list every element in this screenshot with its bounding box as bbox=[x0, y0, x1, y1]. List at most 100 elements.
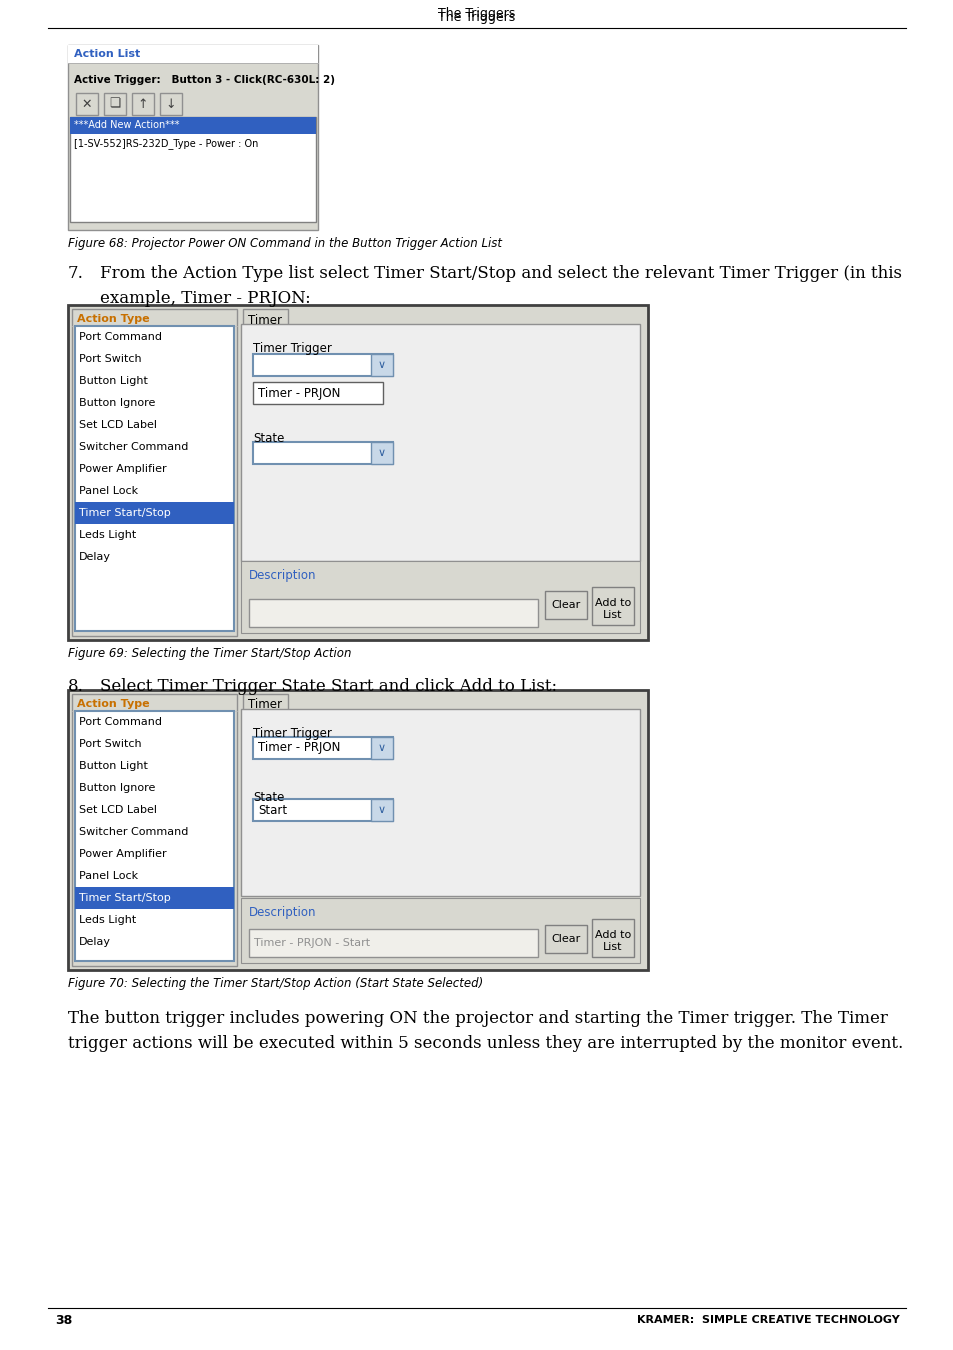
Text: trigger actions will be executed within 5 seconds unless they are interrupted by: trigger actions will be executed within … bbox=[68, 1035, 902, 1052]
Text: Add to: Add to bbox=[595, 598, 631, 608]
Text: [1-SV-552]RS-232D_Type - Power : On: [1-SV-552]RS-232D_Type - Power : On bbox=[74, 139, 258, 150]
Text: Timer - PRJON - Start: Timer - PRJON - Start bbox=[253, 938, 370, 948]
Text: Clear: Clear bbox=[551, 599, 580, 610]
Text: Figure 68: Projector Power ON Command in the Button Trigger Action List: Figure 68: Projector Power ON Command in… bbox=[68, 238, 501, 250]
Text: Panel Lock: Panel Lock bbox=[79, 486, 138, 495]
Text: 7.: 7. bbox=[68, 265, 84, 282]
Bar bbox=[371, 799, 393, 821]
Text: Timer: Timer bbox=[248, 313, 282, 327]
Bar bbox=[241, 562, 639, 633]
Text: Figure 70: Selecting the Timer Start/Stop Action (Start State Selected): Figure 70: Selecting the Timer Start/Sto… bbox=[68, 977, 483, 990]
Text: Timer - PRJON: Timer - PRJON bbox=[257, 386, 340, 400]
Bar bbox=[249, 599, 537, 626]
Bar bbox=[371, 354, 393, 377]
Bar bbox=[253, 441, 393, 464]
Bar bbox=[70, 117, 315, 221]
Text: From the Action Type list select Timer Start/Stop and select the relevant Timer : From the Action Type list select Timer S… bbox=[100, 265, 901, 282]
Text: Delay: Delay bbox=[79, 937, 111, 946]
Bar bbox=[243, 694, 288, 716]
Bar bbox=[76, 93, 98, 115]
Text: Port Switch: Port Switch bbox=[79, 738, 141, 749]
Text: ∨: ∨ bbox=[377, 743, 386, 753]
Text: Button Ignore: Button Ignore bbox=[79, 783, 155, 792]
Text: Action Type: Action Type bbox=[77, 315, 150, 324]
Text: Power Amplifier: Power Amplifier bbox=[79, 849, 167, 859]
Bar bbox=[544, 925, 586, 953]
Text: Leds Light: Leds Light bbox=[79, 915, 136, 925]
Text: Timer Trigger: Timer Trigger bbox=[253, 342, 332, 355]
Bar bbox=[592, 587, 634, 625]
Bar bbox=[71, 694, 236, 967]
Text: ❏: ❏ bbox=[110, 97, 120, 111]
Bar bbox=[75, 887, 233, 909]
Bar bbox=[71, 309, 236, 636]
Bar bbox=[253, 354, 393, 377]
Text: The button trigger includes powering ON the projector and starting the Timer tri: The button trigger includes powering ON … bbox=[68, 1010, 887, 1027]
Bar bbox=[132, 93, 153, 115]
Text: State: State bbox=[253, 791, 284, 805]
Bar bbox=[371, 737, 393, 759]
Text: Button Ignore: Button Ignore bbox=[79, 398, 155, 408]
Text: Set LCD Label: Set LCD Label bbox=[79, 420, 157, 431]
Bar bbox=[160, 93, 182, 115]
Text: List: List bbox=[602, 610, 622, 620]
Text: Timer Trigger: Timer Trigger bbox=[253, 728, 332, 740]
Bar bbox=[241, 709, 639, 896]
Text: The Triggers: The Triggers bbox=[438, 8, 515, 20]
Text: Button Light: Button Light bbox=[79, 377, 148, 386]
Text: Panel Lock: Panel Lock bbox=[79, 871, 138, 882]
Text: Timer Start/Stop: Timer Start/Stop bbox=[79, 508, 171, 518]
Text: Delay: Delay bbox=[79, 552, 111, 562]
Text: Action Type: Action Type bbox=[77, 699, 150, 709]
Text: KRAMER:  SIMPLE CREATIVE TECHNOLOGY: KRAMER: SIMPLE CREATIVE TECHNOLOGY bbox=[637, 1315, 899, 1324]
Text: ✕: ✕ bbox=[82, 97, 92, 111]
Text: Figure 69: Selecting the Timer Start/Stop Action: Figure 69: Selecting the Timer Start/Sto… bbox=[68, 647, 351, 660]
Bar bbox=[75, 325, 233, 630]
Text: The Triggers: The Triggers bbox=[438, 11, 515, 23]
Text: Timer Start/Stop: Timer Start/Stop bbox=[79, 892, 171, 903]
Bar bbox=[249, 929, 537, 957]
Text: Description: Description bbox=[249, 906, 316, 919]
Text: Power Amplifier: Power Amplifier bbox=[79, 464, 167, 474]
Text: example, Timer - PRJON:: example, Timer - PRJON: bbox=[100, 290, 311, 306]
Text: Leds Light: Leds Light bbox=[79, 531, 136, 540]
Text: Port Command: Port Command bbox=[79, 717, 162, 728]
Text: ∨: ∨ bbox=[377, 360, 386, 370]
Text: Action List: Action List bbox=[74, 49, 140, 59]
Bar bbox=[253, 799, 393, 821]
Text: Timer - PRJON: Timer - PRJON bbox=[257, 741, 340, 755]
Bar bbox=[253, 382, 382, 404]
Bar bbox=[104, 93, 126, 115]
Bar bbox=[241, 324, 639, 562]
Bar bbox=[243, 309, 288, 331]
Text: ↑: ↑ bbox=[137, 97, 148, 111]
Bar bbox=[371, 441, 393, 464]
Bar bbox=[68, 690, 647, 971]
Bar bbox=[241, 898, 639, 963]
Bar bbox=[253, 737, 393, 759]
Bar bbox=[592, 919, 634, 957]
Bar bbox=[68, 305, 647, 640]
Text: Port Switch: Port Switch bbox=[79, 354, 141, 364]
Text: ∨: ∨ bbox=[377, 805, 386, 815]
Text: 8.: 8. bbox=[68, 678, 84, 695]
Text: State: State bbox=[253, 432, 284, 446]
Text: ↓: ↓ bbox=[166, 97, 176, 111]
Text: Select Timer Trigger State Start and click Add to List:: Select Timer Trigger State Start and cli… bbox=[100, 678, 557, 695]
Text: Description: Description bbox=[249, 568, 316, 582]
Text: Clear: Clear bbox=[551, 934, 580, 944]
Text: Switcher Command: Switcher Command bbox=[79, 441, 188, 452]
Text: Switcher Command: Switcher Command bbox=[79, 828, 188, 837]
Text: Port Command: Port Command bbox=[79, 332, 162, 342]
Text: Start: Start bbox=[257, 803, 287, 817]
Bar bbox=[544, 591, 586, 620]
Bar bbox=[68, 45, 317, 63]
Bar bbox=[68, 45, 317, 230]
Text: 38: 38 bbox=[55, 1314, 72, 1327]
Text: List: List bbox=[602, 942, 622, 952]
Text: Add to: Add to bbox=[595, 930, 631, 940]
Text: Set LCD Label: Set LCD Label bbox=[79, 805, 157, 815]
Bar bbox=[70, 117, 315, 134]
Text: Button Light: Button Light bbox=[79, 761, 148, 771]
Text: ∨: ∨ bbox=[377, 448, 386, 458]
